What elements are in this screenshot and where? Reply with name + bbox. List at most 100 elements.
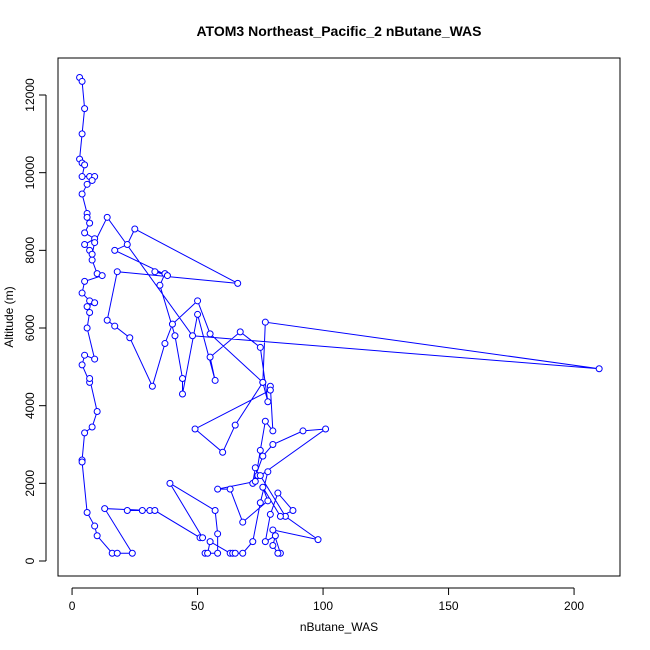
data-point: [91, 239, 99, 247]
data-point: [239, 518, 247, 526]
y-tick-label: 8000: [23, 237, 37, 264]
plot-frame: [57, 57, 621, 577]
data-point: [81, 229, 89, 237]
data-point: [78, 458, 86, 466]
data-point: [156, 281, 164, 289]
data-point: [83, 508, 91, 516]
data-point: [595, 365, 603, 373]
data-point: [314, 536, 322, 544]
data-point: [166, 479, 174, 487]
data-point: [211, 507, 219, 515]
x-tick-label: 50: [191, 599, 205, 613]
data-point: [178, 374, 186, 382]
data-point: [322, 425, 330, 433]
data-point: [171, 332, 179, 340]
data-point: [78, 289, 86, 297]
data-point: [78, 130, 86, 138]
data-point: [91, 355, 99, 363]
data-point: [168, 320, 176, 328]
data-point: [111, 322, 119, 330]
data-point: [231, 421, 239, 429]
y-tick-label: 12000: [23, 78, 37, 112]
y-axis-label: Altitude (m): [2, 286, 16, 347]
data-point: [78, 173, 86, 181]
data-point: [269, 427, 277, 435]
data-point: [271, 532, 279, 540]
y-tick-label: 4000: [23, 392, 37, 419]
data-point: [81, 241, 89, 249]
data-point: [83, 303, 91, 311]
y-tick-label: 6000: [23, 314, 37, 341]
chart-title: ATOM3 Northeast_Pacific_2 nButane_WAS: [196, 23, 481, 39]
data-point: [78, 361, 86, 369]
data-point: [93, 532, 101, 540]
x-axis-label: nButane_WAS: [300, 620, 378, 634]
data-point: [261, 318, 269, 326]
y-tick-label: 2000: [23, 470, 37, 497]
data-point: [151, 268, 159, 276]
data-point: [88, 423, 96, 431]
data-point: [206, 353, 214, 361]
data-point: [261, 417, 269, 425]
data-point: [256, 446, 264, 454]
data-point: [81, 429, 89, 437]
data-point: [86, 308, 94, 316]
data-point: [131, 225, 139, 233]
data-point: [93, 408, 101, 416]
data-point: [239, 549, 247, 557]
data-point: [81, 161, 89, 169]
data-point: [236, 328, 244, 336]
data-point: [151, 507, 159, 515]
data-point: [81, 277, 89, 285]
x-tick-label: 100: [313, 599, 333, 613]
data-point: [126, 334, 134, 342]
data-point: [86, 374, 94, 382]
data-point: [214, 530, 222, 538]
data-point: [81, 351, 89, 359]
data-point: [269, 441, 277, 449]
data-point: [274, 489, 282, 497]
data-point: [191, 425, 199, 433]
data-point: [86, 219, 94, 227]
y-tick-label: 0: [23, 557, 37, 564]
data-point: [264, 398, 272, 406]
data-point: [163, 272, 171, 280]
data-point: [91, 299, 99, 307]
data-point: [259, 378, 267, 386]
data-point: [299, 427, 307, 435]
data-point: [206, 538, 214, 546]
data-point: [259, 483, 267, 491]
data-point: [148, 382, 156, 390]
data-point: [214, 549, 222, 557]
data-point: [251, 464, 259, 472]
data-point: [83, 324, 91, 332]
x-tick-label: 200: [564, 599, 584, 613]
data-point: [138, 507, 146, 515]
data-point: [259, 452, 267, 460]
data-point: [123, 507, 131, 515]
data-point: [289, 507, 297, 515]
data-point: [81, 105, 89, 113]
data-point: [103, 316, 111, 324]
data-point: [178, 390, 186, 398]
data-point: [113, 268, 121, 276]
data-point: [88, 250, 96, 258]
y-tick-label: 10000: [23, 156, 37, 190]
data-point: [103, 213, 111, 221]
data-point: [194, 297, 202, 305]
data-point: [91, 522, 99, 530]
data-point: [269, 541, 277, 549]
data-point: [78, 190, 86, 198]
data-point: [88, 256, 96, 264]
data-point: [83, 180, 91, 188]
data-point: [249, 538, 257, 546]
data-point: [234, 279, 242, 287]
data-point: [261, 538, 269, 546]
data-point: [199, 534, 207, 542]
data-point: [251, 477, 259, 485]
data-point: [219, 448, 227, 456]
data-point: [161, 340, 169, 348]
data-point: [206, 330, 214, 338]
